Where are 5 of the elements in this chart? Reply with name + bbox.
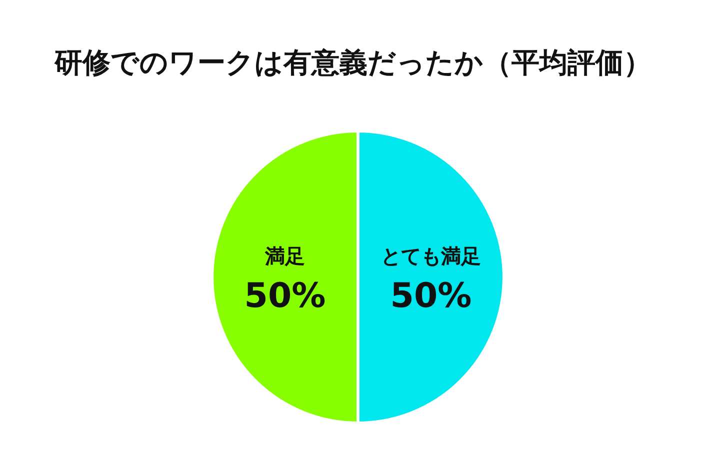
data-label: 50% [244, 276, 326, 316]
chart-title: 研修でのワークは有意義だったか（平均評価） [54, 45, 652, 81]
slice-label: 満足 [264, 244, 305, 268]
slice-label: とても満足 [381, 244, 481, 268]
data-label: 50% [390, 276, 472, 316]
